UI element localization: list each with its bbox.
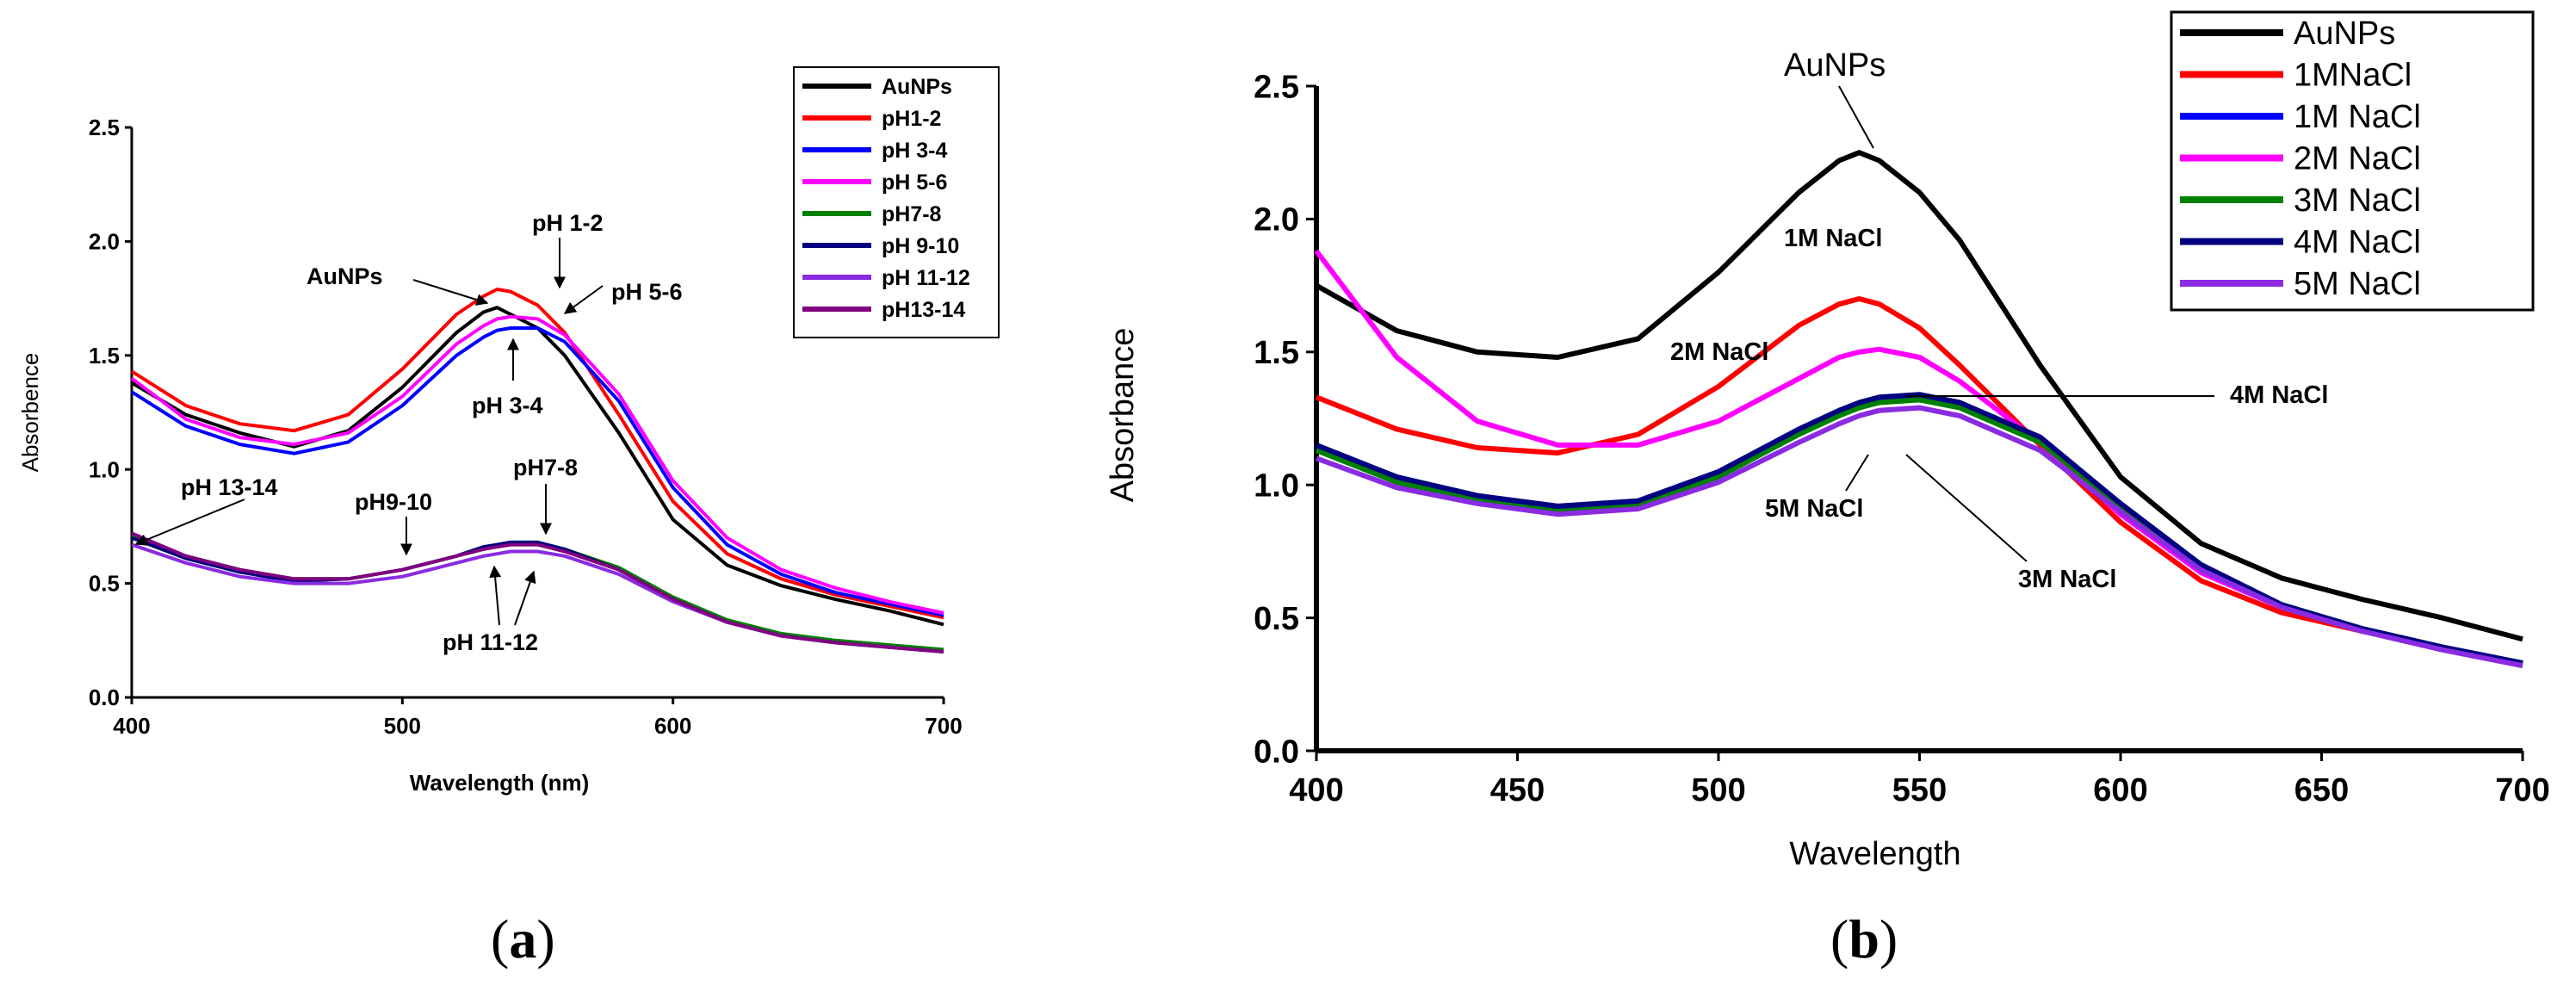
chart-b-legend-label-1: 1MNaCl: [2294, 58, 2412, 94]
annot-a-ph11-12-arrow-1: [489, 565, 502, 626]
annot-b-4mnacl: 4M NaCl: [2230, 381, 2328, 409]
annot-b-3mnacl-line: [1905, 454, 2028, 562]
annot-b-3mnacl: 3M NaCl: [2018, 566, 2116, 593]
chart-a-legend-label-3: pH 5-6: [882, 170, 947, 195]
chart-a-y-ticks: 0.0 0.5 1.0 1.5 2.0 2.5: [89, 115, 132, 710]
annot-b-5mnacl-line: [1845, 454, 1869, 492]
annot-a-ph13-14: pH 13-14: [181, 474, 278, 500]
chart-b-legend-label-6: 5M NaCl: [2294, 266, 2421, 302]
chart-b-x-label: Wavelength: [1789, 836, 1960, 872]
annot-b-5mnacl: 5M NaCl: [1765, 495, 1863, 523]
chart-a-series-line-2: [130, 326, 944, 617]
chart-b-x-tick-label: 550: [1892, 772, 1947, 808]
annot-a-ph11-12-arrow-2: [514, 570, 536, 626]
chart-a: 400 500 600 700 0.0 0.5 1.0 1.5 2.0 2.5 Waveleng…: [17, 66, 1000, 970]
chart-b-x-tick-label: 600: [2093, 772, 2147, 808]
chart-a-y-tick-label: 2.0: [89, 229, 120, 255]
chart-b-legend-box: [2170, 10, 2535, 312]
annot-a-ph5-6: pH 5-6: [611, 279, 683, 305]
annot-a-ph11-12: pH 11-12: [443, 629, 538, 655]
chart-a-y-label: Absorbence: [17, 353, 43, 473]
chart-a-series-line-7: [131, 531, 944, 654]
chart-a-legend-label-6: pH 11-12: [882, 266, 970, 290]
chart-b-annotations: AuNPs 1M NaCl 2M NaCl 4M NaCl 5M NaCl 3M…: [1670, 47, 2328, 593]
annot-b-1mnacl: 1M NaCl: [1784, 225, 1882, 252]
chart-a-legend-label-5: pH 9-10: [882, 234, 959, 258]
annot-b-aunps: AuNPs: [1784, 47, 1886, 84]
chart-a-series-line-3: [130, 314, 944, 615]
chart-b-series-line-1: [1315, 296, 2523, 666]
chart-b-x-tick-label: 650: [2294, 772, 2349, 808]
chart-a-series-line-0: [130, 306, 944, 627]
annot-a-ph3-4: pH 3-4: [472, 393, 543, 418]
chart-b-legend-label-5: 4M NaCl: [2294, 225, 2421, 261]
chart-a-x-tick-label: 700: [925, 713, 962, 739]
annot-a-ph7-8: pH7-8: [513, 455, 578, 480]
chart-b-series: [1314, 150, 2523, 669]
chart-a-series-line-1: [130, 288, 944, 620]
chart-a-y-tick-label: 1.0: [89, 456, 120, 482]
chart-b-legend: AuNPs 1MNaCl 1M NaCl 2M NaCl 3M NaCl 4M NaCl 5…: [2180, 15, 2421, 302]
panel-label-a: (a): [491, 908, 555, 970]
chart-b-series-line-2: [1315, 394, 2523, 666]
chart-a-legend-label-1: pH1-2: [882, 107, 941, 131]
annot-a-ph13-14-arrow: [134, 499, 245, 546]
annot-a-aunps: AuNPs: [307, 263, 383, 289]
chart-a-x-ticks: 400 500 600 700: [113, 697, 963, 739]
chart-a-legend-label-2: pH 3-4: [882, 139, 948, 163]
annot-a-ph5-6-arrow: [563, 285, 604, 314]
chart-b-legend-label-0: AuNPs: [2294, 15, 2395, 52]
chart-a-y-tick-label: 2.5: [89, 115, 120, 140]
annot-b-aunps-arrow: [1838, 85, 1874, 149]
chart-b-legend-label-4: 3M NaCl: [2294, 183, 2421, 219]
chart-b-x-tick-label: 450: [1490, 772, 1545, 808]
chart-a-x-tick-label: 600: [654, 713, 691, 739]
annot-a-aunps-arrow: [412, 279, 489, 306]
chart-a-x-label: Wavelength (nm): [410, 770, 589, 796]
chart-a-legend-label-4: pH7-8: [882, 202, 942, 226]
annot-a-ph9-10: pH9-10: [355, 489, 432, 515]
chart-a-legend: AuNPs pH1-2 pH 3-4 pH 5-6 pH7-8 pH 9-10 pH 11-…: [802, 75, 970, 322]
chart-a-annotations: AuNPs pH 1-2 pH 5-6 pH 3-4 pH 13-14 pH9-…: [134, 210, 683, 655]
chart-b-legend-label-2: 1M NaCl: [2294, 99, 2421, 135]
chart-b-x-tick-label: 700: [2495, 772, 2549, 808]
chart-a-series: [130, 288, 944, 654]
chart-a-legend-label-0: AuNPs: [882, 75, 952, 99]
chart-b-series-line-4: [1315, 397, 2523, 666]
chart-a-legend-label-7: pH13-14: [882, 298, 965, 322]
chart-a-y-tick-label: 0.5: [89, 571, 120, 597]
chart-b-series-line-6: [1315, 405, 2523, 669]
chart-b-series-line-0: [1315, 150, 2523, 642]
chart-a-y-tick-label: 1.5: [89, 343, 120, 369]
chart-b-series-line-5: [1315, 392, 2523, 666]
chart-b-series-line-3: [1314, 249, 2523, 666]
annot-a-ph1-2: pH 1-2: [532, 210, 604, 236]
panel-label-b: (b): [1830, 908, 1898, 970]
chart-a-x-tick-label: 400: [113, 713, 150, 739]
chart-b-x-tick-label: 500: [1691, 772, 1745, 808]
chart-b-x-tick-label: 400: [1289, 772, 1343, 808]
chart-a-y-tick-label: 0.0: [89, 685, 120, 710]
chart-a-x-tick-label: 500: [384, 713, 421, 739]
chart-b-x-ticks: 400 450 500 550 600 650 700: [1289, 751, 2550, 808]
chart-a-legend-box: [793, 66, 1000, 338]
annot-b-2mnacl: 2M NaCl: [1670, 338, 1768, 366]
chart-b-legend-label-3: 2M NaCl: [2294, 141, 2421, 177]
